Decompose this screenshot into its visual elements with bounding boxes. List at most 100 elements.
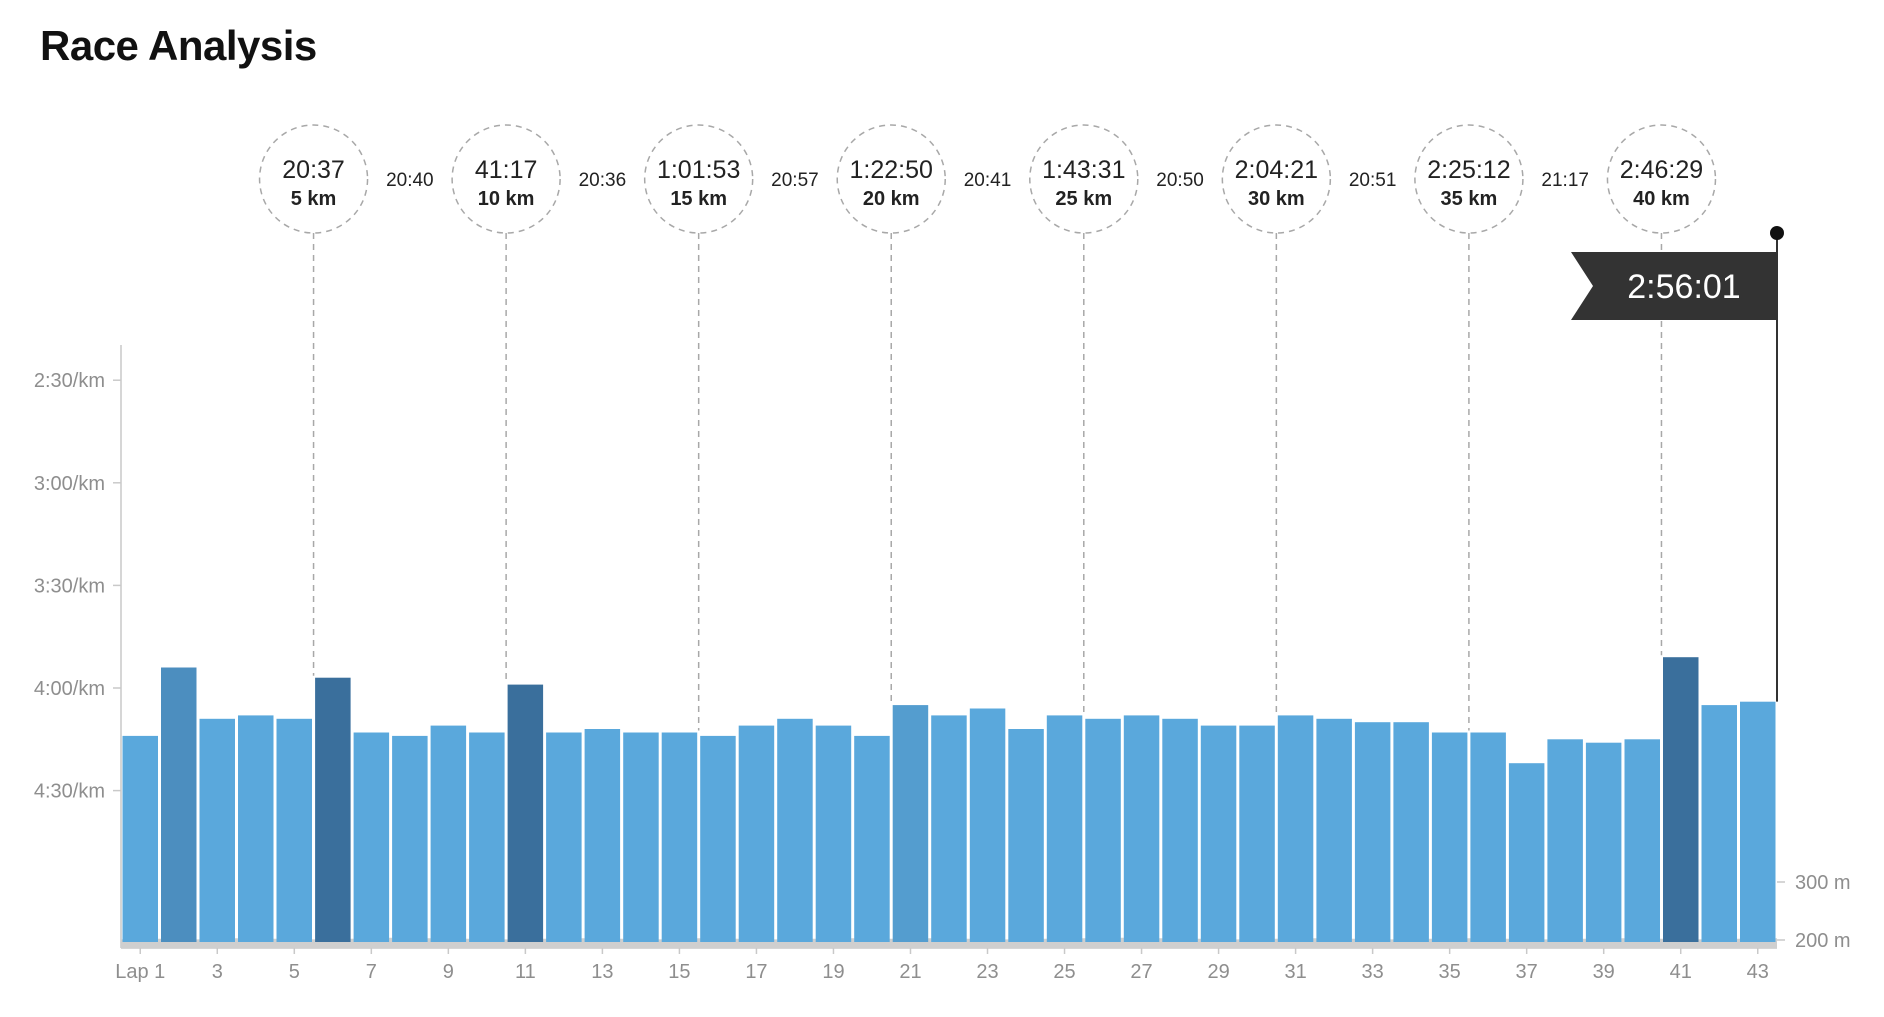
lap-bar[interactable] — [122, 735, 159, 942]
lap-bar[interactable] — [623, 732, 659, 943]
x-tick-label: 39 — [1593, 961, 1615, 983]
lap-bar[interactable] — [661, 732, 698, 943]
lap-bar[interactable] — [315, 677, 351, 942]
x-tick-label: 13 — [591, 961, 613, 983]
lap-bar[interactable] — [1162, 718, 1198, 942]
lap-bar[interactable] — [1470, 732, 1506, 943]
lap-bar[interactable] — [584, 729, 621, 942]
y-tick-label: 4:00/km — [34, 678, 105, 700]
lap-bar[interactable] — [276, 718, 313, 942]
split-time: 2:04:21 — [1235, 156, 1318, 184]
x-tick-label: 7 — [366, 961, 377, 983]
y-tick-label: 2:30/km — [34, 370, 105, 392]
y-tick-label: 3:00/km — [34, 473, 105, 495]
lap-bar[interactable] — [430, 725, 467, 942]
x-tick-label: 41 — [1670, 961, 1692, 983]
x-tick-label: 19 — [822, 961, 844, 983]
elevation-tick-label: 200 m — [1795, 930, 1851, 952]
split-distance: 40 km — [1633, 188, 1690, 210]
split-distance: 5 km — [291, 188, 337, 210]
lap-bar[interactable] — [1624, 739, 1661, 942]
split-time: 41:17 — [475, 156, 538, 184]
lap-bar[interactable] — [1547, 739, 1583, 942]
lap-bar[interactable] — [199, 718, 236, 942]
x-tick-label: 21 — [899, 961, 921, 983]
lap-bar[interactable] — [469, 732, 505, 943]
x-tick-label: 27 — [1130, 961, 1152, 983]
x-tick-label: 43 — [1747, 961, 1769, 983]
lap-bar[interactable] — [1354, 722, 1391, 942]
lap-bar[interactable] — [1701, 705, 1738, 942]
segment-time: 20:50 — [1156, 170, 1204, 191]
split-marker[interactable] — [836, 124, 946, 234]
lap-bar[interactable] — [969, 708, 1006, 943]
x-tick-label: 33 — [1362, 961, 1384, 983]
lap-bar[interactable] — [392, 735, 428, 942]
x-tick-label: Lap 1 — [115, 961, 165, 983]
x-tick-label: 11 — [515, 961, 536, 983]
split-time: 1:22:50 — [850, 156, 933, 184]
lap-bar[interactable] — [892, 705, 929, 942]
x-tick-label: 37 — [1516, 961, 1538, 983]
split-distance: 10 km — [478, 188, 535, 210]
lap-bar[interactable] — [1200, 725, 1237, 942]
lap-bar[interactable] — [507, 684, 544, 942]
split-marker[interactable] — [1029, 124, 1139, 234]
split-marker[interactable] — [258, 124, 369, 234]
split-time: 2:46:29 — [1620, 156, 1703, 184]
lap-bar[interactable] — [738, 725, 775, 942]
segment-time: 20:57 — [771, 170, 819, 191]
split-distance: 35 km — [1441, 188, 1498, 210]
y-tick-label: 4:30/km — [34, 781, 105, 803]
lap-bar[interactable] — [777, 718, 813, 942]
lap-bar[interactable] — [1508, 763, 1545, 942]
lap-bar[interactable] — [815, 725, 852, 942]
split-time: 1:01:53 — [657, 156, 740, 184]
x-tick-label: 31 — [1284, 961, 1306, 983]
lap-bar[interactable] — [1316, 718, 1352, 942]
lap-bar[interactable] — [1277, 715, 1314, 942]
split-distance: 20 km — [863, 188, 920, 210]
lap-bar[interactable] — [1123, 715, 1160, 942]
split-distance: 25 km — [1055, 188, 1112, 210]
lap-bar[interactable] — [238, 715, 274, 942]
lap-bar[interactable] — [1008, 729, 1044, 942]
lap-bar[interactable] — [1585, 742, 1622, 942]
lap-bar[interactable] — [700, 735, 736, 942]
lap-bar[interactable] — [1663, 657, 1699, 942]
elevation-tick-label: 300 m — [1795, 872, 1851, 894]
y-tick-label: 3:30/km — [34, 575, 105, 597]
lap-bar[interactable] — [931, 715, 967, 942]
segment-time: 20:40 — [386, 170, 434, 191]
x-tick-label: 17 — [745, 961, 767, 983]
lap-bar[interactable] — [1046, 715, 1083, 942]
segment-time: 21:17 — [1541, 170, 1589, 191]
split-time: 20:37 — [282, 156, 345, 184]
split-marker[interactable] — [1606, 124, 1717, 234]
x-tick-label: 29 — [1207, 961, 1229, 983]
lap-bar[interactable] — [546, 732, 582, 943]
segment-time: 20:41 — [964, 170, 1012, 191]
split-marker[interactable] — [1221, 124, 1332, 234]
lap-bar[interactable] — [1393, 722, 1429, 942]
x-tick-label: 15 — [668, 961, 690, 983]
x-tick-label: 3 — [212, 961, 223, 983]
lap-bar[interactable] — [854, 735, 890, 942]
page-title: Race Analysis — [40, 22, 317, 69]
split-time: 2:25:12 — [1427, 156, 1510, 184]
x-tick-label: 9 — [443, 961, 454, 983]
split-marker[interactable] — [643, 124, 754, 234]
lap-bar[interactable] — [1239, 725, 1275, 942]
split-marker[interactable] — [451, 124, 561, 234]
split-distance: 30 km — [1248, 188, 1305, 210]
lap-bar[interactable] — [353, 732, 390, 943]
lap-bar[interactable] — [1431, 732, 1468, 943]
lap-bar[interactable] — [1740, 701, 1776, 942]
split-time: 1:43:31 — [1042, 156, 1125, 184]
split-marker[interactable] — [1414, 124, 1524, 234]
lap-bar[interactable] — [1085, 718, 1121, 942]
lap-bar[interactable] — [161, 667, 197, 943]
split-distance: 15 km — [670, 188, 727, 210]
